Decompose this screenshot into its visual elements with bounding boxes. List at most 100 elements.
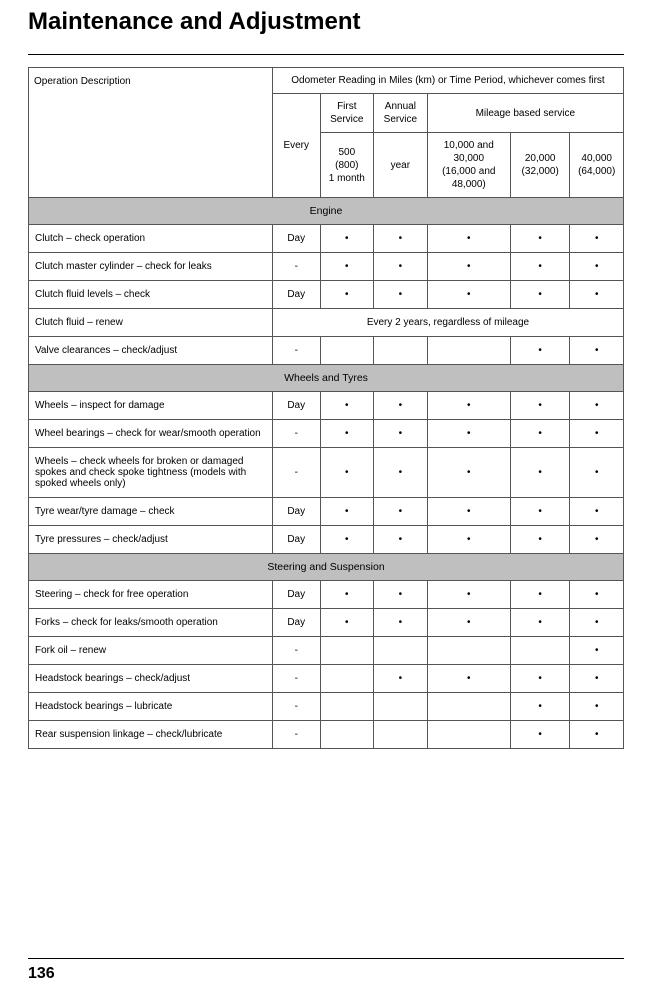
table-row-span: Every 2 years, regardless of mileage [272, 309, 623, 337]
table-cell: • [510, 498, 570, 526]
table-cell [320, 665, 374, 693]
table-cell [510, 637, 570, 665]
table-cell: • [510, 225, 570, 253]
table-row-desc: Clutch – check operation [29, 225, 273, 253]
table-cell: • [374, 581, 428, 609]
th-annual-service: Annual Service [374, 94, 428, 133]
table-cell: • [570, 581, 624, 609]
page-number: 136 [28, 965, 624, 983]
table-row-desc: Valve clearances – check/adjust [29, 337, 273, 365]
table-cell: • [374, 665, 428, 693]
table-cell: • [510, 609, 570, 637]
th-40k: 40,000 (64,000) [570, 133, 624, 198]
table-cell: • [570, 253, 624, 281]
title-rule [28, 54, 624, 55]
table-cell: • [320, 448, 374, 498]
table-cell: • [374, 420, 428, 448]
table-cell: • [570, 526, 624, 554]
maintenance-table: Operation Description Odometer Reading i… [28, 67, 624, 749]
table-cell [320, 693, 374, 721]
table-row-desc: Tyre wear/tyre damage – check [29, 498, 273, 526]
table-row-desc: Clutch fluid levels – check [29, 281, 273, 309]
table-cell: • [570, 392, 624, 420]
table-cell: • [374, 498, 428, 526]
table-cell: • [510, 581, 570, 609]
table-row-desc: Wheels – check wheels for broken or dama… [29, 448, 273, 498]
table-cell-every: Day [272, 498, 320, 526]
table-cell-every: Day [272, 281, 320, 309]
th-operation-desc: Operation Description [29, 68, 273, 198]
table-cell-every: - [272, 637, 320, 665]
table-row-desc: Clutch fluid – renew [29, 309, 273, 337]
section-header: Steering and Suspension [29, 554, 624, 581]
table-cell: • [374, 253, 428, 281]
table-cell-every: Day [272, 225, 320, 253]
table-cell [374, 637, 428, 665]
table-cell-every: - [272, 448, 320, 498]
table-cell: • [570, 693, 624, 721]
table-cell: • [510, 665, 570, 693]
table-cell: • [570, 609, 624, 637]
table-cell: • [374, 281, 428, 309]
table-cell: • [510, 281, 570, 309]
table-cell [320, 721, 374, 749]
table-cell: • [320, 225, 374, 253]
table-cell: • [510, 337, 570, 365]
table-cell: • [320, 253, 374, 281]
table-cell: • [374, 225, 428, 253]
table-cell-every: - [272, 721, 320, 749]
table-cell [427, 637, 510, 665]
table-cell-every: - [272, 693, 320, 721]
table-cell: • [427, 392, 510, 420]
table-cell-every: Day [272, 581, 320, 609]
section-header: Wheels and Tyres [29, 365, 624, 392]
table-row-desc: Rear suspension linkage – check/lubricat… [29, 721, 273, 749]
table-row-desc: Wheel bearings – check for wear/smooth o… [29, 420, 273, 448]
table-cell: • [320, 609, 374, 637]
table-cell: • [570, 281, 624, 309]
table-row-desc: Clutch master cylinder – check for leaks [29, 253, 273, 281]
table-cell-every: - [272, 420, 320, 448]
table-row-desc: Forks – check for leaks/smooth operation [29, 609, 273, 637]
table-cell: • [570, 420, 624, 448]
table-cell: • [510, 253, 570, 281]
table-cell: • [510, 526, 570, 554]
table-cell [374, 693, 428, 721]
table-cell: • [427, 448, 510, 498]
th-10k: 10,000 and 30,000 (16,000 and 48,000) [427, 133, 510, 198]
table-cell [320, 337, 374, 365]
table-cell-every: - [272, 665, 320, 693]
table-cell: • [570, 637, 624, 665]
table-cell: • [427, 281, 510, 309]
th-odometer: Odometer Reading in Miles (km) or Time P… [272, 68, 623, 94]
table-row-desc: Tyre pressures – check/adjust [29, 526, 273, 554]
table-cell: • [427, 609, 510, 637]
th-first-service: First Service [320, 94, 374, 133]
table-cell: • [427, 253, 510, 281]
table-cell [374, 721, 428, 749]
table-cell: • [570, 721, 624, 749]
table-row-desc: Steering – check for free operation [29, 581, 273, 609]
table-cell: • [510, 420, 570, 448]
table-cell-every: Day [272, 526, 320, 554]
table-cell: • [320, 281, 374, 309]
table-cell: • [570, 337, 624, 365]
table-cell: • [510, 448, 570, 498]
table-cell: • [570, 498, 624, 526]
table-cell: • [320, 420, 374, 448]
table-cell: • [320, 392, 374, 420]
table-cell [374, 337, 428, 365]
table-row-desc: Headstock bearings – lubricate [29, 693, 273, 721]
section-header: Engine [29, 198, 624, 225]
table-cell [427, 337, 510, 365]
table-cell [320, 637, 374, 665]
table-cell: • [510, 693, 570, 721]
table-cell: • [427, 526, 510, 554]
th-500: 500 (800) 1 month [320, 133, 374, 198]
table-cell: • [320, 581, 374, 609]
table-row-desc: Wheels – inspect for damage [29, 392, 273, 420]
th-20k: 20,000 (32,000) [510, 133, 570, 198]
th-year: year [374, 133, 428, 198]
table-cell-every: Day [272, 609, 320, 637]
table-cell: • [427, 498, 510, 526]
